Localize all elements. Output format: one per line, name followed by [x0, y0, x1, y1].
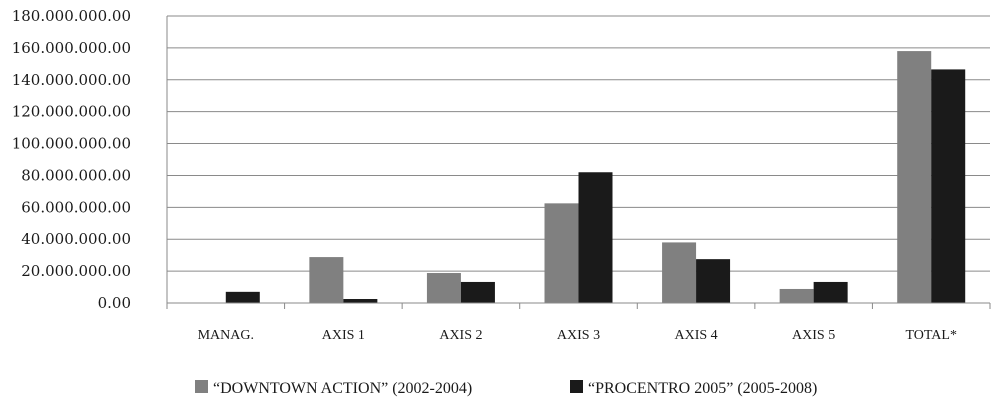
y-tick-label: 60.000.000.00 [21, 198, 131, 216]
legend: “DOWNTOWN ACTION” (2002-2004) “PROCENTRO … [195, 380, 817, 397]
gridlines [167, 15, 990, 272]
x-category-label: AXIS 1 [322, 328, 365, 343]
x-category-label: AXIS 5 [792, 328, 835, 343]
bar-downtown-action [426, 273, 461, 303]
legend-swatch-downtown-action [195, 380, 208, 393]
y-tick-label: 120.000.000.00 [12, 103, 131, 121]
bar-procentro-2005 [696, 259, 731, 303]
bar-procentro-2005 [343, 299, 378, 303]
bar-procentro-2005 [931, 69, 966, 304]
x-category-label: MANAG. [198, 328, 254, 343]
x-category-label: AXIS 2 [439, 328, 482, 343]
bar-procentro-2005 [578, 172, 613, 303]
x-category-label: AXIS 4 [674, 328, 717, 343]
legend-swatch-procentro-2005 [570, 380, 583, 393]
bar-downtown-action [779, 288, 814, 303]
bar-procentro-2005 [460, 281, 495, 303]
y-tick-label: 40.000.000.00 [21, 230, 131, 248]
x-category-label: TOTAL* [905, 328, 957, 343]
y-axis-tick-labels: 0.00 20.000.000.00 40.000.000.00 60.000.000… [12, 7, 131, 312]
bar-procentro-2005 [813, 281, 848, 303]
bar-downtown-action [897, 51, 932, 304]
bar-downtown-action [662, 242, 697, 303]
y-tick-label: 20.000.000.00 [21, 262, 131, 280]
bar-procentro-2005 [225, 291, 260, 303]
x-axis-category-labels: MANAG. AXIS 1 AXIS 2 AXIS 3 AXIS 4 AXIS 5 TOTA… [198, 328, 957, 343]
y-tick-label: 80.000.000.00 [21, 166, 131, 184]
bar-downtown-action [544, 203, 579, 303]
y-tick-label: 140.000.000.00 [12, 71, 131, 89]
legend-label-procentro-2005: “PROCENTRO 2005” (2005-2008) [588, 380, 817, 397]
axes [166, 16, 991, 309]
legend-label-downtown-action: “DOWNTOWN ACTION” (2002-2004) [213, 380, 472, 397]
bar-downtown-action [309, 257, 344, 303]
y-tick-label: 180.000.000.00 [12, 7, 131, 25]
y-tick-label: 0.00 [98, 294, 131, 312]
x-category-label: AXIS 3 [557, 328, 600, 343]
bars [225, 51, 966, 304]
y-tick-label: 160.000.000.00 [12, 39, 131, 57]
y-tick-label: 100.000.000.00 [12, 135, 131, 153]
